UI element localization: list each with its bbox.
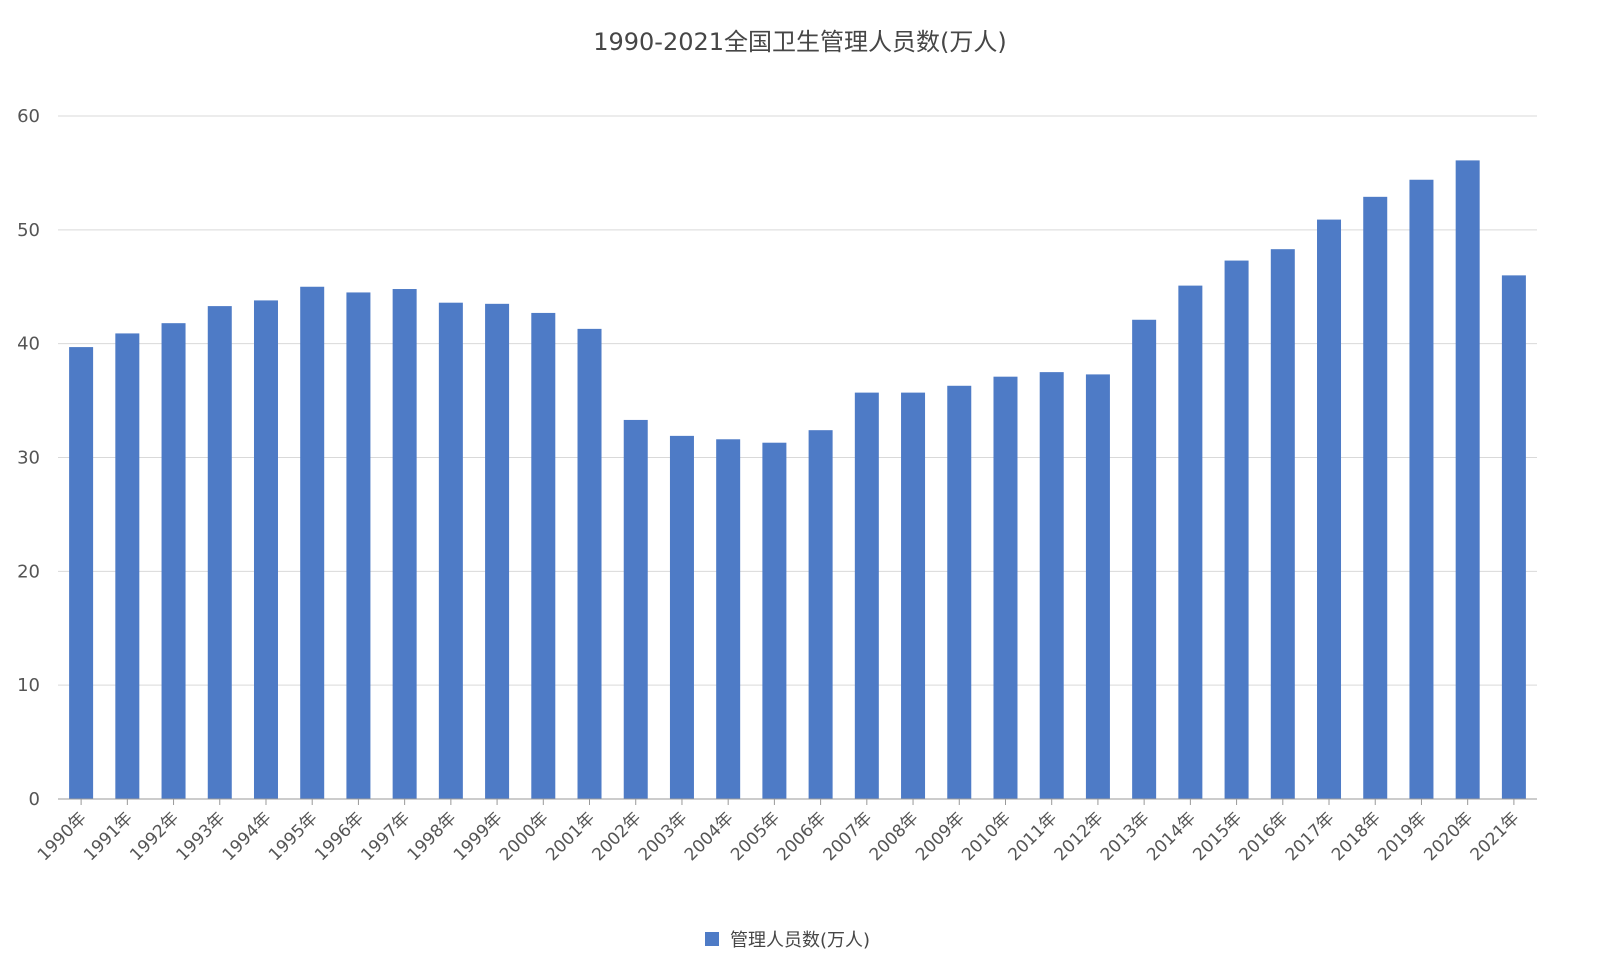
bars	[69, 160, 1526, 800]
bar[interactable]	[161, 323, 186, 799]
y-tick-label: 30	[17, 448, 40, 469]
grid-lines	[58, 115, 1537, 686]
x-tick-label: 2006年	[773, 808, 830, 865]
x-tick-label: 2009年	[912, 808, 969, 865]
x-tick-label: 2001年	[542, 808, 599, 865]
x-tick-label: 1993年	[173, 808, 230, 865]
y-tick-label: 0	[29, 789, 40, 810]
bar[interactable]	[577, 328, 602, 799]
bar[interactable]	[947, 385, 972, 799]
x-tick-label: 2016年	[1236, 808, 1293, 865]
y-tick-label: 60	[17, 106, 40, 127]
x-tick-label: 1996年	[311, 808, 368, 865]
x-tick-label: 2015年	[1189, 808, 1246, 865]
bar[interactable]	[1270, 249, 1295, 799]
x-tick-label: 2008年	[866, 808, 923, 865]
x-tick-label: 2002年	[589, 808, 646, 865]
bar[interactable]	[716, 439, 741, 799]
x-axis	[58, 798, 1537, 805]
bar[interactable]	[808, 430, 833, 799]
bar[interactable]	[253, 300, 278, 799]
x-tick-label: 1998年	[404, 808, 461, 865]
bar[interactable]	[1085, 374, 1110, 799]
bar[interactable]	[1501, 275, 1526, 799]
bar[interactable]	[346, 292, 371, 799]
bar[interactable]	[762, 442, 787, 799]
bar[interactable]	[1224, 260, 1249, 799]
bar[interactable]	[1178, 285, 1203, 799]
bar[interactable]	[531, 312, 556, 799]
chart-title: 1990-2021全国卫生管理人员数(万人)	[593, 28, 1007, 56]
x-tick-label: 2000年	[496, 808, 553, 865]
x-tick-label: 2018年	[1328, 808, 1385, 865]
legend[interactable]: 管理人员数(万人)	[705, 930, 870, 951]
x-tick-label: 1992年	[126, 808, 183, 865]
bar[interactable]	[1039, 372, 1064, 799]
bar[interactable]	[300, 286, 325, 799]
x-tick-label: 1990年	[34, 808, 91, 865]
x-tick-label: 2010年	[958, 808, 1015, 865]
y-axis-ticks: 0 10 20 30 40 50 60	[17, 106, 40, 810]
x-tick-label: 2011年	[1004, 808, 1061, 865]
x-tick-label: 2003年	[635, 808, 692, 865]
x-tick-label: 2007年	[820, 808, 877, 865]
y-tick-label: 20	[17, 561, 40, 582]
x-tick-label: 1999年	[450, 808, 507, 865]
bar[interactable]	[993, 376, 1018, 799]
bar[interactable]	[1409, 179, 1434, 799]
bar[interactable]	[392, 289, 417, 799]
bar[interactable]	[485, 303, 510, 799]
bar[interactable]	[1317, 219, 1342, 800]
bar[interactable]	[1455, 160, 1480, 799]
x-tick-label: 2014年	[1143, 808, 1200, 865]
x-tick-label: 2005年	[727, 808, 784, 865]
y-tick-label: 10	[17, 675, 40, 696]
bar[interactable]	[438, 302, 463, 799]
y-tick-label: 40	[17, 334, 40, 355]
bar[interactable]	[669, 435, 694, 799]
x-tick-label: 2020年	[1420, 808, 1477, 865]
bar[interactable]	[901, 392, 926, 799]
legend-swatch	[705, 932, 719, 946]
x-tick-label: 2019年	[1374, 808, 1431, 865]
x-tick-label: 2017年	[1282, 808, 1339, 865]
x-tick-label: 1995年	[265, 808, 322, 865]
x-tick-label: 2004年	[681, 808, 738, 865]
x-tick-label: 1994年	[219, 808, 276, 865]
x-tick-label: 2012年	[1051, 808, 1108, 865]
bar[interactable]	[69, 347, 94, 799]
bar[interactable]	[207, 306, 232, 799]
bar[interactable]	[1132, 319, 1157, 799]
y-tick-label: 50	[17, 220, 40, 241]
legend-label: 管理人员数(万人)	[730, 930, 870, 951]
x-tick-label: 1997年	[357, 808, 414, 865]
bar[interactable]	[1363, 196, 1388, 800]
x-axis-ticks: 1990年1991年1992年1993年1994年1995年1996年1997年…	[34, 808, 1524, 865]
x-tick-label: 1991年	[80, 808, 137, 865]
bar[interactable]	[115, 333, 140, 799]
x-tick-label: 2013年	[1097, 808, 1154, 865]
bar[interactable]	[623, 419, 648, 799]
bar[interactable]	[854, 392, 879, 799]
x-tick-label: 2021年	[1467, 808, 1524, 865]
